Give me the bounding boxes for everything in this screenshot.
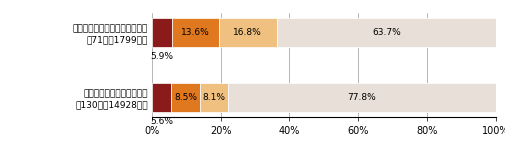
Text: 5.9%: 5.9% [150,52,173,61]
Bar [152,18,172,47]
Text: 77.8%: 77.8% [347,93,376,102]
Bar [152,83,171,112]
Text: 5.6%: 5.6% [149,117,173,126]
Bar [276,18,495,47]
Bar [200,83,228,112]
Bar [228,83,495,112]
Text: 8.5%: 8.5% [174,93,197,102]
Text: 63.7%: 63.7% [371,28,400,37]
Bar [171,83,200,112]
Text: 13.6%: 13.6% [181,28,210,37]
Text: 8.1%: 8.1% [203,93,225,102]
Bar [172,18,219,47]
Text: 16.8%: 16.8% [233,28,262,37]
Bar [219,18,276,47]
